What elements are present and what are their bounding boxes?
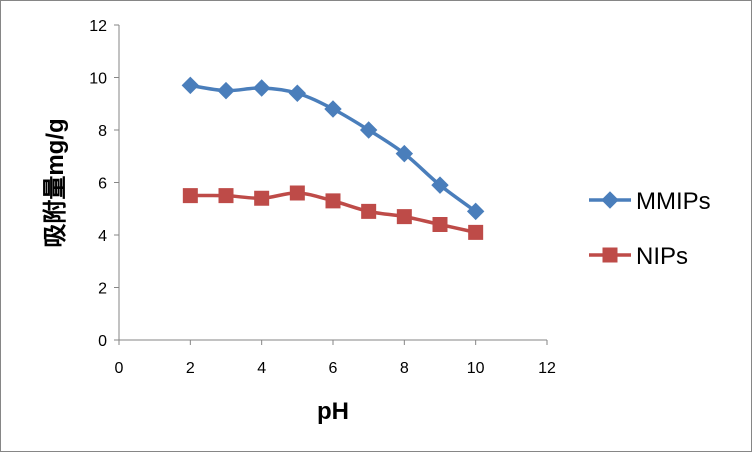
y-axis-label: 吸附量mg/g bbox=[41, 118, 69, 247]
x-tick-label: 8 bbox=[400, 360, 409, 377]
x-tick-label: 0 bbox=[115, 360, 124, 377]
y-tick-label: 8 bbox=[98, 123, 107, 140]
data-point-mmips bbox=[324, 100, 342, 118]
y-tick-label: 2 bbox=[98, 281, 107, 298]
data-point-mmips bbox=[288, 84, 307, 102]
data-point-nips bbox=[254, 190, 270, 206]
data-point-nips bbox=[468, 224, 484, 240]
data-point-nips bbox=[289, 185, 305, 201]
y-tick-label: 10 bbox=[89, 71, 107, 88]
y-tick-label: 0 bbox=[98, 333, 107, 350]
x-tick-label: 10 bbox=[467, 360, 485, 377]
data-point-nips bbox=[218, 188, 234, 204]
data-point-mmips bbox=[217, 81, 235, 100]
legend-marker-mmips bbox=[601, 191, 619, 209]
data-point-nips bbox=[396, 209, 412, 225]
x-tick-label: 12 bbox=[538, 360, 556, 377]
data-point-mmips bbox=[395, 144, 414, 163]
x-tick-label: 2 bbox=[186, 360, 195, 377]
legend-label-nips: NIPs bbox=[636, 243, 688, 270]
data-point-mmips bbox=[252, 79, 271, 97]
x-tick-label: 6 bbox=[329, 360, 338, 377]
data-point-nips bbox=[361, 203, 377, 219]
x-tick-label: 4 bbox=[257, 360, 266, 377]
data-point-mmips bbox=[359, 121, 378, 139]
data-point-mmips bbox=[466, 202, 485, 221]
data-point-nips bbox=[325, 193, 341, 209]
data-point-mmips bbox=[431, 176, 449, 194]
legend-marker-nips bbox=[602, 247, 618, 263]
x-axis-label: pH bbox=[317, 398, 349, 425]
y-tick-label: 4 bbox=[98, 228, 107, 245]
legend-label-mmips: MMIPs bbox=[636, 188, 711, 215]
data-point-nips bbox=[432, 217, 448, 232]
data-point-nips bbox=[182, 188, 198, 204]
data-point-mmips bbox=[181, 76, 200, 95]
y-tick-label: 12 bbox=[89, 18, 107, 35]
y-tick-label: 6 bbox=[98, 176, 107, 193]
